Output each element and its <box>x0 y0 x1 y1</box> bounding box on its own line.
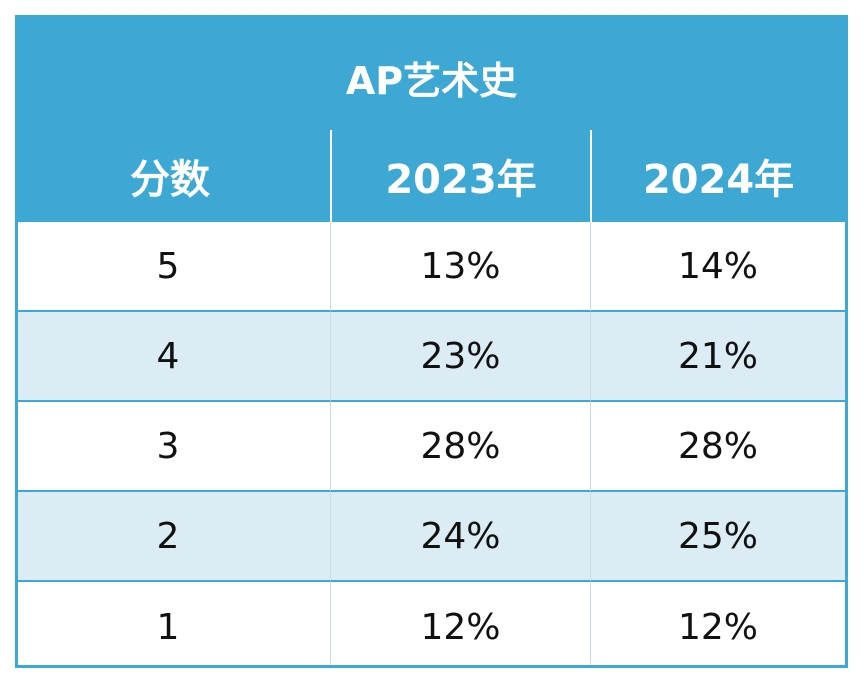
header-score: 分数 <box>18 130 330 222</box>
score-table: AP艺术史 分数 2023年 2024年 5 13% 14% 4 23% 21%… <box>15 15 848 668</box>
cell-2024: 25% <box>590 492 845 582</box>
cell-score: 5 <box>18 222 330 312</box>
cell-2024: 28% <box>590 402 845 492</box>
cell-2024: 14% <box>590 222 845 312</box>
table-grid: 分数 2023年 2024年 5 13% 14% 4 23% 21% 3 28%… <box>18 130 845 665</box>
cell-2024: 21% <box>590 312 845 402</box>
cell-score: 2 <box>18 492 330 582</box>
cell-2023: 13% <box>330 222 590 312</box>
cell-2023: 28% <box>330 402 590 492</box>
cell-score: 4 <box>18 312 330 402</box>
cell-2023: 24% <box>330 492 590 582</box>
cell-score: 3 <box>18 402 330 492</box>
header-2024: 2024年 <box>590 130 845 222</box>
cell-2023: 12% <box>330 582 590 665</box>
cell-score: 1 <box>156 606 180 648</box>
cell-2024: 12% <box>590 582 845 665</box>
table-title: AP艺术史 <box>18 18 845 130</box>
cell-2023: 23% <box>330 312 590 402</box>
header-2023: 2023年 <box>330 130 590 222</box>
